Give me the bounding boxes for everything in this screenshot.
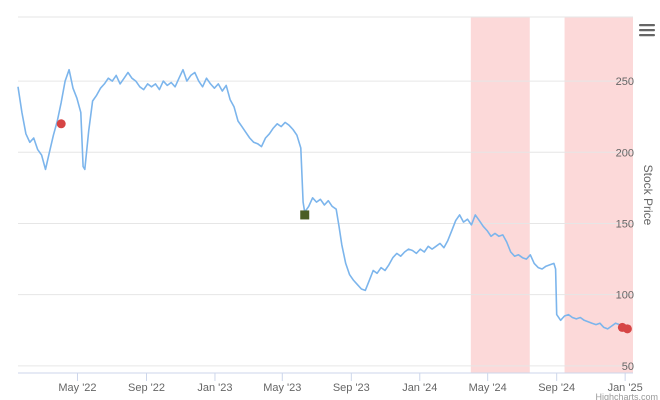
- x-tick-label: May '22: [58, 382, 96, 394]
- x-tick-label: Jan '23: [197, 382, 232, 394]
- x-tick-label: Jan '24: [402, 382, 437, 394]
- x-tick-label: May '24: [469, 382, 507, 394]
- y-axis: 50 100 150 200 250: [616, 76, 634, 373]
- x-tick-label: May '23: [263, 382, 301, 394]
- shaded-band-2: [564, 17, 633, 373]
- marker-square: [300, 210, 310, 220]
- x-tick-label: Sep '24: [538, 382, 575, 394]
- credits-label[interactable]: Highcharts.com: [595, 392, 658, 400]
- marker-circle: [622, 324, 632, 334]
- x-tick-label: Sep '22: [128, 382, 165, 394]
- y-tick-label: 100: [616, 290, 634, 302]
- series-group: [17, 68, 620, 330]
- x-axis: May '22 Sep '22 Jan '23 May '23 Sep '23 Jan '…: [18, 372, 643, 394]
- y-tick-label: 200: [616, 147, 634, 159]
- hamburger-menu-icon[interactable]: [636, 20, 658, 40]
- y-tick-label: 250: [616, 76, 634, 88]
- y-tick-label: 150: [616, 218, 634, 230]
- shaded-bands: [470, 17, 633, 373]
- x-tick-label: Sep '23: [333, 382, 370, 394]
- gridlines: [18, 16, 633, 367]
- stock-price-line: [17, 68, 620, 330]
- y-axis-title: Stock Price: [641, 165, 655, 226]
- event-markers: [56, 119, 632, 334]
- x-tick-label: Jan '25: [608, 382, 643, 394]
- shaded-band-1: [470, 17, 530, 373]
- y-tick-label: 50: [622, 361, 634, 373]
- marker-circle: [56, 119, 66, 129]
